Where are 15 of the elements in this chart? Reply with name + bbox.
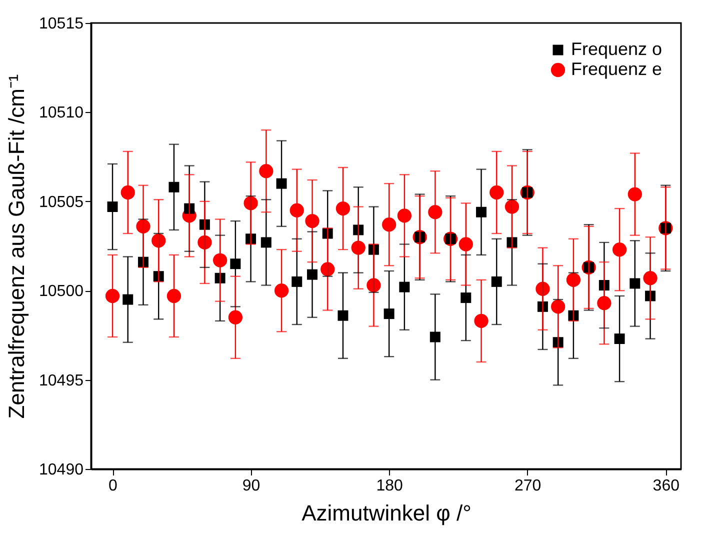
legend-label: Frequenz e — [571, 59, 662, 79]
x-tick-label: 360 — [652, 478, 680, 494]
legend-label: Frequenz o — [571, 39, 662, 59]
y-tick-label: 10505 — [39, 194, 84, 211]
x-tick-label: 270 — [514, 478, 542, 494]
y-axis-title: Zentralfrequenz aus Gauß-Fit /cm⁻¹ — [4, 74, 30, 419]
x-axis-title: Azimutwinkel φ /° — [302, 500, 472, 526]
x-tick-label: 90 — [242, 478, 260, 494]
y-tick-label: 10515 — [39, 16, 84, 32]
y-tick-label: 10495 — [39, 372, 84, 390]
y-tick-label: 10500 — [39, 283, 84, 300]
y-tick-label: 10490 — [39, 462, 84, 478]
x-tick-label: 180 — [376, 478, 404, 494]
y-tick-label: 10510 — [39, 104, 84, 122]
x-tick-label: 0 — [108, 478, 118, 494]
